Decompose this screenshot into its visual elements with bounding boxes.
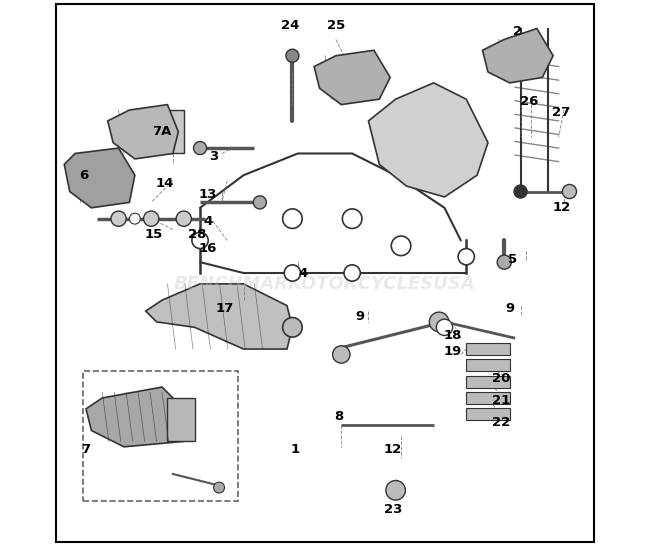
Text: 22: 22 <box>493 416 511 429</box>
Text: 5: 5 <box>508 253 517 266</box>
Text: 16: 16 <box>199 242 217 255</box>
Text: 4: 4 <box>298 266 308 280</box>
Polygon shape <box>108 105 178 159</box>
Text: 6: 6 <box>79 169 88 182</box>
Circle shape <box>144 211 159 226</box>
Text: 21: 21 <box>493 394 511 407</box>
Circle shape <box>176 211 191 226</box>
Bar <box>83 371 238 501</box>
Text: 7: 7 <box>81 443 90 456</box>
Circle shape <box>284 265 300 281</box>
Text: 25: 25 <box>327 19 345 32</box>
Circle shape <box>286 49 299 62</box>
Circle shape <box>192 232 208 248</box>
Circle shape <box>283 209 302 228</box>
Polygon shape <box>482 28 553 83</box>
Circle shape <box>194 141 207 155</box>
Circle shape <box>429 312 449 331</box>
Circle shape <box>333 346 350 363</box>
Text: 8: 8 <box>334 411 343 424</box>
Text: 7A: 7A <box>152 125 172 138</box>
Text: 3: 3 <box>209 150 218 163</box>
Text: 23: 23 <box>384 503 402 516</box>
Polygon shape <box>168 398 194 441</box>
Text: 15: 15 <box>145 228 163 241</box>
Circle shape <box>344 265 360 281</box>
Text: 20: 20 <box>492 372 511 385</box>
Polygon shape <box>314 50 390 105</box>
Circle shape <box>254 196 266 209</box>
Text: 24: 24 <box>281 19 299 32</box>
Polygon shape <box>86 387 189 447</box>
Text: 9: 9 <box>505 302 514 315</box>
Polygon shape <box>162 110 184 153</box>
Text: 9: 9 <box>356 310 365 323</box>
Polygon shape <box>64 148 135 208</box>
Text: 28: 28 <box>188 228 207 241</box>
Text: 19: 19 <box>443 345 461 358</box>
Text: 18: 18 <box>443 329 462 342</box>
Circle shape <box>391 236 411 256</box>
Circle shape <box>111 211 126 226</box>
Text: BENCHMARKOTORCYCLESUSA: BENCHMARKOTORCYCLESUSA <box>174 275 476 293</box>
Circle shape <box>129 213 140 224</box>
Bar <box>466 343 510 355</box>
Circle shape <box>214 482 224 493</box>
Circle shape <box>386 480 406 500</box>
Text: 26: 26 <box>519 96 538 109</box>
Circle shape <box>343 209 362 228</box>
Circle shape <box>562 185 577 199</box>
Bar <box>466 359 510 371</box>
Polygon shape <box>369 83 488 197</box>
Polygon shape <box>146 284 292 349</box>
Text: 12: 12 <box>384 443 402 456</box>
Circle shape <box>283 318 302 337</box>
Circle shape <box>458 248 474 265</box>
Text: 17: 17 <box>215 302 233 315</box>
Text: 2: 2 <box>514 25 523 38</box>
Text: 14: 14 <box>155 177 174 190</box>
Text: 1: 1 <box>291 443 300 456</box>
Circle shape <box>497 255 512 269</box>
Text: 12: 12 <box>552 201 571 215</box>
Text: 27: 27 <box>552 106 571 119</box>
Circle shape <box>436 319 452 335</box>
Text: 4: 4 <box>203 215 213 228</box>
Bar <box>466 376 510 388</box>
Text: 13: 13 <box>199 188 217 201</box>
Bar <box>466 392 510 404</box>
Bar <box>466 408 510 420</box>
Circle shape <box>514 185 527 198</box>
